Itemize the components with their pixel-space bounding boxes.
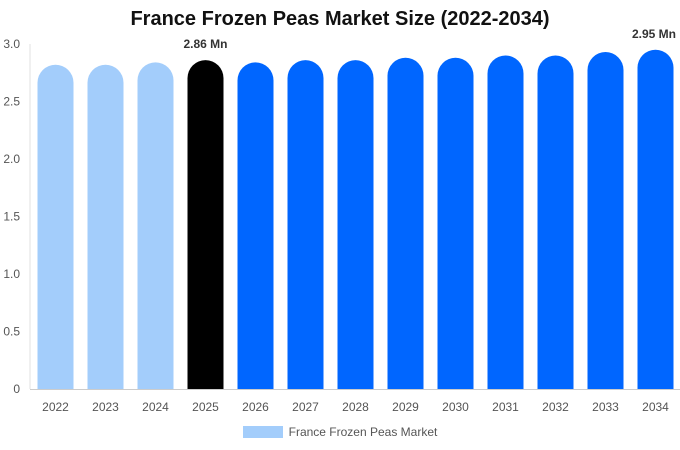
x-tick-label: 2022 <box>42 400 69 414</box>
legend-swatch <box>242 426 283 438</box>
x-tick-label: 2033 <box>592 400 619 414</box>
y-axis: 0 0.5 1.0 1.5 2.0 2.5 3.0 <box>3 37 31 396</box>
bar-2023 <box>87 64 124 389</box>
x-tick-label: 2027 <box>292 400 319 414</box>
y-tick-label: 1.0 <box>3 267 20 281</box>
legend-label: France Frozen Peas Market <box>288 425 438 439</box>
data-label-2025: 2.86 Mn <box>183 37 227 51</box>
y-tick-label: 3.0 <box>3 37 20 51</box>
bars-group <box>37 49 674 390</box>
chart-title: France Frozen Peas Market Size (2022-203… <box>130 8 550 30</box>
x-tick-label: 2024 <box>142 400 169 414</box>
x-tick-label: 2034 <box>642 400 669 414</box>
bar-2029 <box>387 57 424 389</box>
legend: France Frozen Peas Market <box>0 425 680 439</box>
x-tick-label: 2026 <box>242 400 269 414</box>
bar-2034 <box>637 49 674 389</box>
data-label-2034: 2.95 Mn <box>632 27 676 41</box>
bar-2033 <box>587 52 624 390</box>
bar-2032 <box>537 55 574 390</box>
data-labels-group: 2.86 Mn 2.95 Mn <box>183 27 676 51</box>
x-tick-label: 2025 <box>192 400 219 414</box>
x-tick-label: 2030 <box>442 400 469 414</box>
bar-2022 <box>37 64 74 389</box>
bar-2028 <box>337 60 374 389</box>
x-tick-label: 2031 <box>492 400 519 414</box>
y-tick-label: 0 <box>13 382 20 396</box>
x-tick-label: 2028 <box>342 400 369 414</box>
y-tick-label: 0.5 <box>3 325 20 339</box>
x-tick-label: 2023 <box>92 400 119 414</box>
bar-2031 <box>487 55 524 390</box>
bar-2025 <box>187 60 224 389</box>
bar-2024 <box>137 62 174 390</box>
bar-2026 <box>237 62 274 390</box>
y-tick-label: 2.5 <box>3 95 20 109</box>
x-tick-label: 2032 <box>542 400 569 414</box>
x-tick-label: 2029 <box>392 400 419 414</box>
bar-2030 <box>437 57 474 389</box>
y-tick-label: 2.0 <box>3 152 20 166</box>
bar-2027 <box>287 60 324 389</box>
y-tick-label: 1.5 <box>3 210 20 224</box>
x-axis: 2022 2023 2024 2025 2026 2027 2028 2029 2030 2031… <box>30 389 680 414</box>
